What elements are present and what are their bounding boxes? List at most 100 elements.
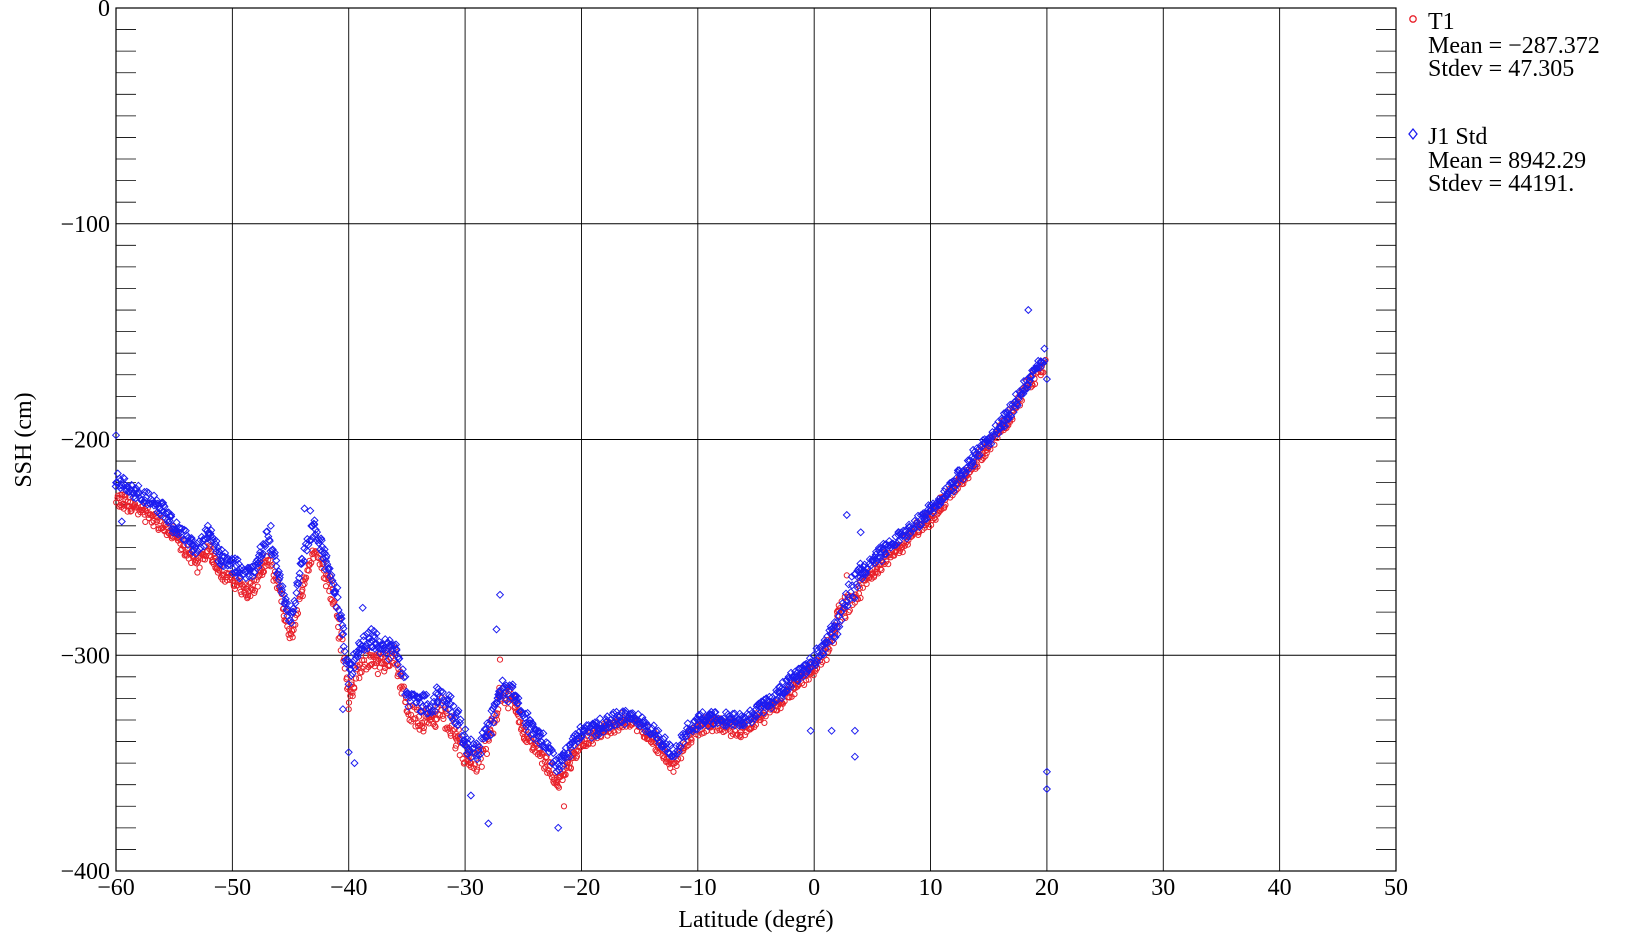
series-j1-point bbox=[158, 498, 168, 508]
series-j1-point bbox=[831, 632, 840, 642]
series-j1-point bbox=[762, 701, 772, 710]
series-j1-point bbox=[550, 757, 559, 766]
series-j1-point bbox=[233, 555, 242, 564]
series-j1-point bbox=[233, 568, 242, 577]
series-j1-point bbox=[521, 709, 530, 719]
series-t1-point bbox=[932, 516, 939, 523]
series-j1-point bbox=[871, 558, 880, 568]
series-t1-point bbox=[241, 581, 248, 588]
legend: T1 Mean = −287.372 Stdev = 47.305 J1 Std… bbox=[1408, 9, 1600, 197]
x-tick-labels: −60 −50 −40 −30 −20 −10 0 10 20 30 40 50 bbox=[97, 875, 1408, 901]
series-j1-point bbox=[843, 601, 852, 610]
series-j1-point bbox=[393, 660, 402, 669]
series-t1-point bbox=[420, 728, 427, 735]
series-t1-point bbox=[452, 745, 459, 752]
series-j1-point bbox=[274, 575, 284, 584]
series-t1-point bbox=[501, 700, 508, 707]
legend-entry-j1: J1 Std Mean = 8942.29 Stdev = 44191. bbox=[1408, 124, 1586, 197]
series-j1-point bbox=[853, 573, 863, 582]
series-j1-point bbox=[961, 468, 970, 477]
series-t1-point bbox=[194, 569, 201, 576]
series-t1-point bbox=[381, 668, 388, 675]
series-t1-point bbox=[916, 528, 923, 536]
series-j1-point bbox=[765, 692, 774, 701]
series-j1-point bbox=[523, 708, 532, 718]
series-t1-point bbox=[351, 685, 358, 692]
series-j1-point bbox=[312, 527, 322, 537]
plot-frame bbox=[115, 7, 1397, 872]
series-t1-point bbox=[670, 768, 677, 775]
series-j1-point bbox=[753, 710, 762, 720]
series-j1-point bbox=[282, 598, 292, 608]
series-t1-point bbox=[432, 716, 439, 723]
series-j1-point bbox=[325, 564, 334, 573]
series-j1-point bbox=[392, 645, 401, 655]
series-j1-point bbox=[806, 726, 815, 735]
series-j1-point bbox=[814, 653, 824, 662]
series-t1-point bbox=[832, 630, 839, 637]
series-j1-point bbox=[508, 680, 517, 689]
series-j1-point bbox=[698, 707, 707, 717]
series-j1-point bbox=[172, 518, 181, 527]
series-j1-point bbox=[797, 668, 806, 677]
series-t1-point bbox=[396, 684, 404, 691]
series-j1-point bbox=[669, 749, 678, 759]
series-j1-point bbox=[809, 651, 818, 660]
series-j1-point bbox=[381, 646, 390, 655]
series-t1-point bbox=[374, 670, 381, 678]
series-j1-point bbox=[873, 553, 882, 562]
series-j1-point bbox=[611, 720, 620, 729]
x-tick-label: −30 bbox=[446, 875, 484, 901]
series-j1-point bbox=[228, 569, 237, 578]
series-j1-point bbox=[127, 481, 137, 490]
series-j1-point bbox=[852, 580, 861, 589]
series-j1-point bbox=[299, 556, 309, 566]
x-tick-label: 50 bbox=[1384, 875, 1408, 901]
series-j1-point bbox=[371, 639, 380, 648]
series-t1-point bbox=[331, 598, 338, 605]
legend-label-j1: J1 Std bbox=[1428, 124, 1487, 150]
series-j1-point bbox=[295, 569, 304, 578]
series-j1-point bbox=[1040, 356, 1049, 366]
series-j1-point bbox=[404, 702, 413, 711]
series-t1-point bbox=[447, 732, 454, 739]
series-t1-point bbox=[471, 761, 478, 768]
series-j1-point bbox=[654, 731, 663, 740]
series-j1-point bbox=[287, 618, 296, 628]
series-j1-point bbox=[501, 688, 510, 698]
series-j1-point bbox=[690, 716, 699, 726]
series-t1-point bbox=[826, 646, 833, 653]
series-t1-point bbox=[249, 586, 256, 594]
series-t1-point bbox=[154, 517, 161, 524]
series-j1-point bbox=[117, 481, 127, 490]
x-tick-label: −40 bbox=[330, 875, 368, 901]
series-j1-point bbox=[845, 594, 855, 604]
series-j1-point bbox=[739, 719, 748, 728]
series-j1-point bbox=[286, 615, 295, 625]
series-j1-point bbox=[336, 610, 346, 620]
series-j1-point bbox=[1013, 401, 1022, 410]
series-t1-point bbox=[585, 741, 592, 748]
series-j1-point bbox=[300, 504, 309, 513]
series-j1-point bbox=[850, 752, 860, 761]
x-tick-label: 0 bbox=[808, 875, 820, 901]
series-t1-point bbox=[289, 634, 296, 641]
series-j1-point bbox=[453, 720, 463, 730]
series-j1-point bbox=[1036, 363, 1045, 372]
series-j1-point bbox=[231, 568, 240, 577]
series-j1-point bbox=[881, 549, 891, 559]
series-j1-point bbox=[459, 736, 468, 745]
series-t1-point bbox=[296, 596, 303, 603]
series-t1-point bbox=[201, 556, 209, 563]
series-j1-point bbox=[290, 596, 299, 605]
series-t1-point bbox=[483, 750, 490, 758]
series-j1-point bbox=[780, 688, 789, 697]
series-t1-point bbox=[352, 675, 360, 682]
series-j1-point bbox=[245, 564, 255, 574]
series-j1-point bbox=[552, 767, 561, 776]
series-j1-point bbox=[308, 532, 317, 542]
series-j1-point bbox=[696, 710, 705, 719]
series-j1-point bbox=[890, 540, 899, 550]
series-j1-point bbox=[164, 518, 173, 527]
